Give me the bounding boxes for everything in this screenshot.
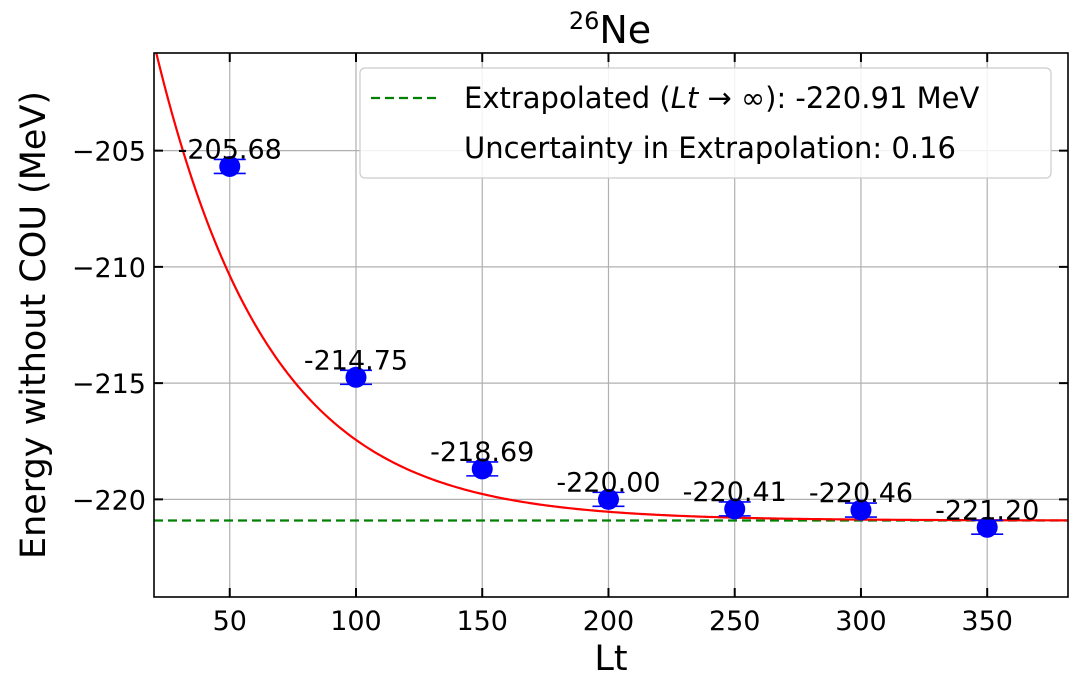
- legend: Extrapolated (Lt → ∞): -220.91 MeV Uncer…: [359, 67, 1052, 179]
- x-tick-label-150: 150: [456, 606, 508, 637]
- data-label-150: -218.69: [430, 437, 534, 468]
- y-tick-label-220: −220: [72, 485, 146, 516]
- fit-curve: [155, 53, 1068, 522]
- y-tick-label-210: −210: [72, 253, 146, 284]
- data-label-350: -221.20: [935, 495, 1039, 526]
- x-tick-label-200: 200: [583, 606, 635, 637]
- y-tick-label-205: −205: [72, 137, 146, 168]
- x-tick-label-250: 250: [709, 606, 761, 637]
- y-tick-label-215: −215: [72, 369, 146, 400]
- x-tick-label-350: 350: [961, 606, 1013, 637]
- legend-extrapolated-suffix: ): -220.91 MeV: [765, 81, 979, 115]
- x-tick-labels: 50 100 150 200 250 300 350: [213, 606, 1013, 637]
- data-labels: -205.68 -214.75 -218.69 -220.00 -220.41 -220.…: [178, 134, 1040, 526]
- y-tick-labels: −205 −210 −215 −220: [72, 137, 146, 517]
- plot-frame: [153, 52, 1069, 598]
- x-axis-title: Lt: [594, 639, 627, 679]
- legend-entry-extrapolated: Extrapolated (Lt → ∞): -220.91 MeV: [464, 81, 979, 115]
- data-point-300: [850, 499, 872, 521]
- ticks: [154, 53, 1068, 597]
- title-base: Ne: [599, 8, 651, 52]
- data-point-50: [219, 155, 241, 177]
- x-tick-label-300: 300: [835, 606, 887, 637]
- data-label-100: -214.75: [304, 345, 408, 376]
- title-superscript: 26: [569, 7, 600, 35]
- legend-extrapolated-math: Lt: [671, 81, 700, 115]
- data-point-250: [724, 498, 746, 520]
- data-label-200: -220.00: [556, 467, 660, 498]
- legend-box: [359, 67, 1052, 179]
- legend-extrapolated-prefix: Extrapolated (: [464, 81, 671, 115]
- chart-title: 26Ne: [569, 7, 651, 52]
- data-point-100: [345, 366, 367, 388]
- x-tick-label-50: 50: [213, 606, 247, 637]
- data-point-200: [597, 488, 619, 510]
- data-label-50: -205.68: [178, 134, 282, 165]
- data-label-250: -220.41: [683, 477, 787, 508]
- data-points: [213, 155, 1004, 538]
- data-point-150: [471, 458, 493, 480]
- data-point-350: [976, 516, 998, 538]
- legend-entry-uncertainty: Uncertainty in Extrapolation: 0.16: [464, 131, 956, 165]
- x-tick-label-100: 100: [330, 606, 382, 637]
- legend-extrapolated-arrow: → ∞: [698, 81, 765, 115]
- y-axis-title: Energy without COU (MeV): [14, 91, 54, 559]
- data-label-300: -220.46: [809, 478, 913, 509]
